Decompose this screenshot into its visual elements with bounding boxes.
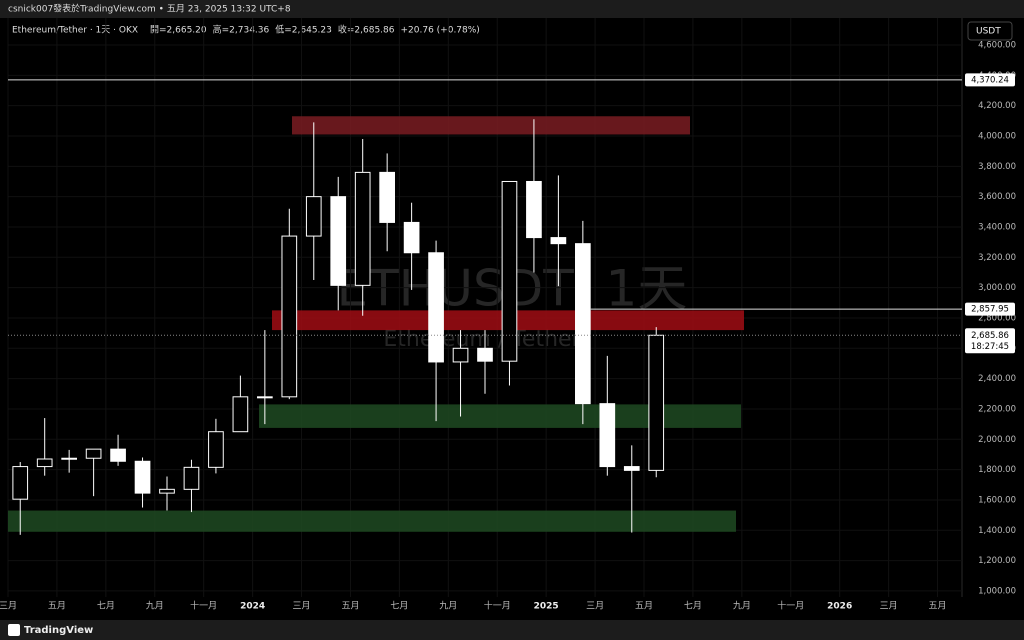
- ohlc-readout: +20.76 (+0.78%): [401, 26, 480, 36]
- y-tick-label: 4,200.00: [978, 101, 1016, 111]
- header: csnick007發表於TradingView.com • 五月 23, 202…: [8, 3, 291, 15]
- candle-body: [379, 171, 395, 223]
- candle-body: [36, 458, 53, 468]
- y-tick-label: 2,000.00: [978, 435, 1016, 445]
- candle-body: [477, 347, 493, 362]
- last-price-box: [965, 328, 1015, 354]
- x-tick-label: 2024: [240, 602, 265, 612]
- price-label-box: [965, 73, 1015, 87]
- x-tick-label: 十一月: [190, 600, 217, 612]
- x-tick-label: 七月: [97, 601, 115, 612]
- x-tick-label: 五月: [341, 601, 359, 612]
- ohlc-readout: 低=2,645.23: [275, 24, 332, 36]
- brand-logo: [8, 624, 20, 636]
- x-tick-label: 三月: [880, 601, 898, 612]
- x-tick-label: 九月: [146, 601, 164, 612]
- x-tick-label: 九月: [439, 601, 457, 612]
- x-tick-label: 七月: [684, 601, 702, 612]
- price-label-box: [965, 302, 1015, 316]
- y-tick-label: 4,600.00: [978, 40, 1016, 50]
- ohlc-readout: 收=2,685.86: [338, 24, 395, 36]
- x-tick-label: 三月: [0, 601, 17, 612]
- x-tick-label: 五月: [635, 601, 653, 612]
- y-tick-label: 2,800.00: [978, 313, 1016, 323]
- y-tick-label: 1,000.00: [978, 586, 1016, 596]
- candle-body: [648, 334, 665, 471]
- x-tick-label: 九月: [733, 601, 751, 612]
- candle-body: [428, 252, 444, 363]
- x-tick-label: 三月: [586, 601, 604, 612]
- ohlc-readout: 高=2,734.36: [213, 24, 270, 36]
- candle-body: [134, 460, 151, 494]
- candle-body: [501, 180, 518, 362]
- x-tick-label: 七月: [390, 601, 408, 612]
- candle-body: [110, 448, 126, 462]
- candle-body: [575, 243, 591, 405]
- candle-body: [550, 237, 567, 245]
- currency-box[interactable]: [967, 21, 1013, 41]
- candle-body: [208, 431, 224, 468]
- footer-bar: [0, 620, 1024, 640]
- last-price-label: 2,685.86: [971, 331, 1009, 341]
- x-tick-label: 三月: [293, 601, 311, 612]
- candle-body: [599, 403, 616, 468]
- x-tick-label: 十一月: [777, 600, 804, 612]
- y-tick-label: 2,200.00: [978, 404, 1016, 414]
- y-tick-label: 3,600.00: [978, 192, 1016, 202]
- zone: [8, 510, 736, 532]
- candle-body: [159, 488, 175, 494]
- y-tick-label: 3,000.00: [978, 283, 1016, 293]
- x-tick-label: 2026: [827, 602, 852, 612]
- candle-body: [403, 221, 420, 254]
- countdown: 18:27:45: [971, 342, 1009, 352]
- candle-body: [257, 396, 273, 399]
- price-label: 2,857.95: [971, 305, 1009, 315]
- candle-body: [281, 235, 298, 398]
- candle-body: [526, 180, 542, 239]
- zone: [292, 116, 690, 135]
- candle-body: [12, 466, 29, 500]
- y-tick-label: 3,200.00: [978, 253, 1016, 263]
- candle-body: [354, 171, 371, 286]
- y-tick-label: 2,400.00: [978, 374, 1016, 384]
- price-label: 4,370.24: [971, 75, 1009, 85]
- x-tick-label: 五月: [929, 601, 947, 612]
- currency[interactable]: USDT: [976, 27, 1001, 37]
- candle-body: [61, 457, 77, 460]
- candle-body: [183, 466, 200, 490]
- symbol-line: Ethereum/Tether · 1天 · OKX: [12, 26, 138, 36]
- header-bar: [0, 0, 1024, 18]
- y-tick-label: 1,800.00: [978, 465, 1016, 475]
- y-tick-label: 3,800.00: [978, 162, 1016, 172]
- zone: [259, 404, 741, 428]
- y-tick-label: 3,400.00: [978, 222, 1016, 232]
- y-tick-label: 1,200.00: [978, 556, 1016, 566]
- brand: TradingView: [24, 625, 93, 636]
- candle-body: [85, 448, 102, 459]
- y-tick-label: 4,000.00: [978, 131, 1016, 141]
- candle-body: [623, 466, 640, 471]
- candle-body: [330, 196, 347, 286]
- x-tick-label: 2025: [534, 602, 559, 612]
- ohlc-readout: 開=2,665.20: [150, 25, 207, 36]
- candle-body: [232, 396, 249, 433]
- x-tick-label: 十一月: [484, 600, 511, 612]
- y-tick-label: 1,400.00: [978, 526, 1016, 536]
- y-tick-label: 1,600.00: [978, 495, 1016, 505]
- candle-body: [305, 196, 322, 237]
- x-tick-label: 五月: [48, 601, 66, 612]
- candle-body: [452, 347, 469, 363]
